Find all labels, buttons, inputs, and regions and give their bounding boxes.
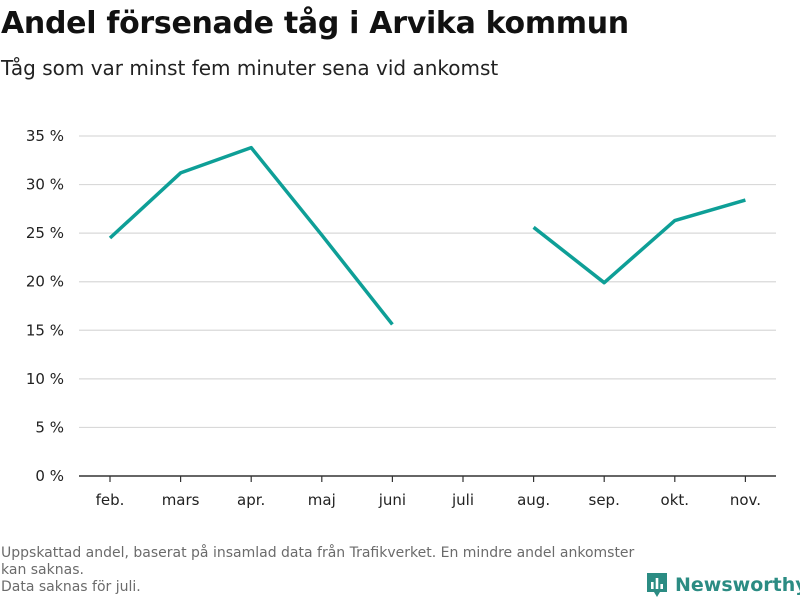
x-tick-label: aug. xyxy=(517,491,550,509)
footnote-line-missing: Data saknas för juli. xyxy=(1,579,141,595)
y-tick-label: 20 % xyxy=(26,273,64,291)
brand-name: Newsworthy xyxy=(675,574,800,596)
y-tick-label: 35 % xyxy=(26,127,64,145)
x-tick-label: sep. xyxy=(589,491,620,509)
gridlines xyxy=(79,135,776,429)
x-tick-label: okt. xyxy=(661,491,690,509)
y-axis-labels: 0 % 5 % 10 % 15 % 20 % 25 % 30 % 35 % xyxy=(26,127,64,485)
newsworthy-logo-icon xyxy=(647,573,667,597)
x-tick-label: mars xyxy=(162,491,200,509)
series-line-segment xyxy=(108,145,394,326)
x-tick-label: juni xyxy=(378,491,406,509)
x-tick-label: juli xyxy=(451,491,474,509)
x-tick-label: nov. xyxy=(730,491,761,509)
x-tick-label: feb. xyxy=(96,491,125,509)
y-tick-label: 15 % xyxy=(26,321,64,339)
footnote-line-source: Uppskattad andel, baserat på insamlad da… xyxy=(1,545,635,578)
y-tick-label: 0 % xyxy=(35,467,64,485)
y-tick-label: 5 % xyxy=(35,418,64,436)
line-chart: 0 % 5 % 10 % 15 % 20 % 25 % 30 % 35 % feb. mars a… xyxy=(26,127,776,509)
series-lines xyxy=(108,145,746,326)
x-axis-labels: feb. mars apr. maj juni juli aug. sep. okt. nov. xyxy=(96,491,761,509)
brand: Newsworthy xyxy=(645,570,800,600)
y-tick-label: 10 % xyxy=(26,370,64,388)
chart-title: Andel försenade tåg i Arvika kommun xyxy=(1,6,629,41)
y-tick-label: 25 % xyxy=(26,224,64,242)
x-tick-label: maj xyxy=(308,491,336,509)
series-line-segment xyxy=(532,198,746,285)
x-tick-label: apr. xyxy=(237,491,265,509)
y-tick-label: 30 % xyxy=(26,176,64,194)
chart-subtitle: Tåg som var minst fem minuter sena vid a… xyxy=(1,56,499,80)
x-axis xyxy=(79,475,776,482)
footnote: Uppskattad andel, baserat på insamlad da… xyxy=(1,545,641,596)
